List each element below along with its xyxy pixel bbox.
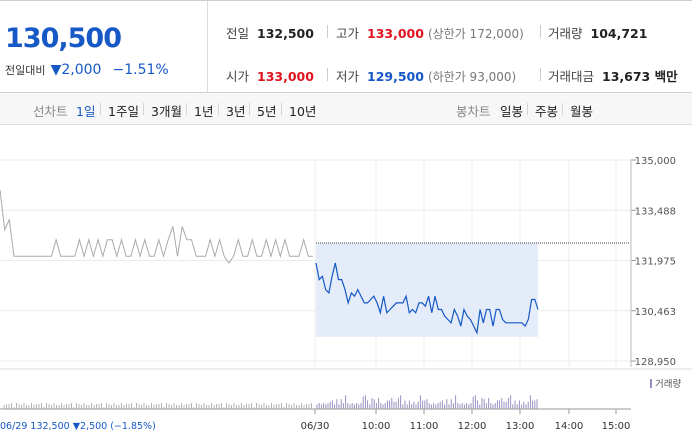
candle-chart-label: 봉차트 xyxy=(456,104,491,119)
quote-panel: 130,500 전일대비 ▼2,000 −1.51% 전일 132,500 고가 1… xyxy=(0,0,692,93)
volume-legend: 거래량 xyxy=(655,378,681,390)
change-label: 전일대비 xyxy=(5,64,46,77)
x-tick-label: 15:00 xyxy=(602,421,631,432)
tab-3months[interactable]: 3개월 xyxy=(151,104,182,119)
volume-legend-swatch xyxy=(650,379,652,388)
volume-label: 거래량 xyxy=(548,26,583,41)
tab-daily-candle[interactable]: 일봉 xyxy=(500,104,524,119)
y-axis-ticks: 135,000 133,488 131,975 130,463 128,950 xyxy=(630,156,676,368)
x-tick-label: 06/30 xyxy=(301,421,330,432)
y-tick-label: 135,000 xyxy=(635,156,676,167)
x-axis: 06/30 10:00 11:00 12:00 13:00 14:00 15:00 xyxy=(301,409,631,432)
volume-stat: 거래량 104,721 xyxy=(548,23,647,42)
y-tick-label: 131,975 xyxy=(635,257,676,268)
amount-label: 거래대금 xyxy=(548,69,595,84)
tab-1day[interactable]: 1일 xyxy=(76,104,96,119)
high-label: 고가 xyxy=(336,26,360,41)
volume-value: 104,721 xyxy=(590,26,648,41)
today-price-line xyxy=(315,262,539,335)
price-box: 130,500 전일대비 ▼2,000 −1.51% xyxy=(0,1,208,92)
low-stat: 저가 129,500 (하한가 93,000) xyxy=(336,66,516,85)
x-tick-label: 10:00 xyxy=(362,421,391,432)
upper-limit: (상한가 172,000) xyxy=(427,27,524,41)
tab-1year[interactable]: 1년 xyxy=(194,104,214,119)
change-value: ▼2,000 xyxy=(50,62,102,78)
high-stat: 고가 133,000 (상한가 172,000) xyxy=(336,23,524,42)
below-reference-fill xyxy=(316,243,538,337)
change-percent: −1.51% xyxy=(112,62,169,78)
period-tab-bar: 선차트 1일 1주일 3개월 1년 3년 5년 10년 봉차트 일봉 주봉 월봉 xyxy=(0,93,692,125)
low-label: 저가 xyxy=(336,69,360,84)
y-tick-label: 130,463 xyxy=(635,307,676,318)
x-tick-label: 11:00 xyxy=(410,421,439,432)
lower-limit: (하한가 93,000) xyxy=(427,70,517,84)
tab-10years[interactable]: 10년 xyxy=(289,104,317,119)
volume-bars xyxy=(0,395,631,410)
y-tick-label: 128,950 xyxy=(635,357,676,368)
low-value: 129,500 xyxy=(367,69,424,84)
tab-1week[interactable]: 1주일 xyxy=(108,104,139,119)
tab-weekly-candle[interactable]: 주봉 xyxy=(535,104,559,119)
tab-5years[interactable]: 5년 xyxy=(257,104,277,119)
line-chart-label: 선차트 xyxy=(33,104,68,119)
price-chart: 135,000 133,488 131,975 130,463 128,950 06/3… xyxy=(0,156,692,432)
tab-monthly-candle[interactable]: 월봉 xyxy=(570,104,594,119)
tab-3years[interactable]: 3년 xyxy=(226,104,246,119)
open-value: 133,000 xyxy=(257,69,314,84)
y-tick-label: 133,488 xyxy=(635,206,676,217)
amount-stat: 거래대금 13,673 백만 xyxy=(548,66,678,85)
prev-close-label: 전일 xyxy=(226,26,250,41)
open-stat: 시가 133,000 xyxy=(226,66,314,85)
footer-prev-day: 06/29 132,500 ▼2,500 (−1.85%) xyxy=(0,421,156,432)
open-label: 시가 xyxy=(226,69,250,84)
prev-day-line xyxy=(0,189,313,264)
prev-close-value: 132,500 xyxy=(257,26,314,41)
current-price: 130,500 xyxy=(5,23,122,54)
prev-close-stat: 전일 132,500 xyxy=(226,23,314,42)
high-value: 133,000 xyxy=(367,26,424,41)
change-row: 전일대비 ▼2,000 −1.51% xyxy=(5,59,169,78)
amount-value: 13,673 백만 xyxy=(602,69,678,84)
x-tick-label: 13:00 xyxy=(506,421,535,432)
x-tick-label: 12:00 xyxy=(458,421,487,432)
x-tick-label: 14:00 xyxy=(555,421,584,432)
